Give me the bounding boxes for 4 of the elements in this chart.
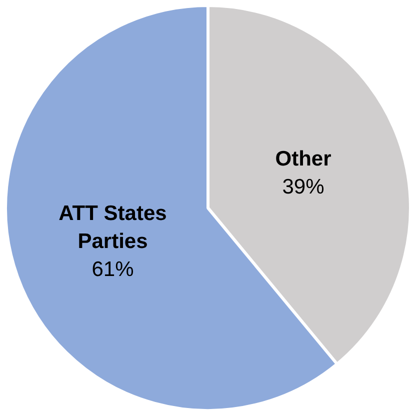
- data-label: 61%: [92, 258, 134, 282]
- data-label: 39%: [282, 176, 324, 198]
- slice-label: ATT States Parties: [58, 202, 167, 254]
- slice-label: Other: [275, 148, 332, 170]
